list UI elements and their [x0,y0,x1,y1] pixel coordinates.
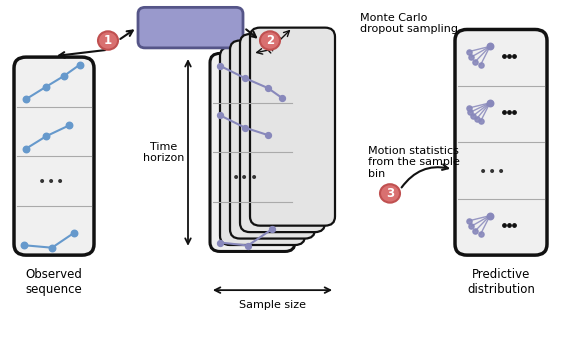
Text: 1: 1 [104,35,112,48]
Point [215,112,224,118]
FancyBboxPatch shape [14,57,94,255]
Point [485,100,495,106]
Point [464,105,473,111]
Text: •: • [231,171,240,185]
Point [468,113,478,119]
Point [21,96,30,102]
Text: Monte Carlo
dropout sampling: Monte Carlo dropout sampling [360,13,458,35]
Point [471,228,480,233]
Point [466,109,475,115]
Point [215,240,224,245]
Point [263,132,272,138]
Text: Sample size: Sample size [239,300,306,310]
Point [485,213,495,218]
FancyBboxPatch shape [210,54,295,251]
Point [263,85,272,91]
FancyBboxPatch shape [220,47,305,245]
Point [464,49,473,55]
Text: •: • [47,175,55,189]
Point [509,109,519,115]
Point [485,44,495,49]
Point [240,75,250,81]
Point [59,73,69,79]
Circle shape [380,184,400,203]
Point [240,125,250,131]
Circle shape [98,31,118,50]
Point [41,84,50,90]
Text: Prediction
model: Prediction model [156,14,224,43]
Text: 3: 3 [386,187,394,201]
Point [499,222,509,228]
Point [19,243,29,248]
Text: •: • [56,175,64,189]
Point [41,133,50,139]
Point [505,53,514,58]
Point [476,62,485,68]
Point [64,122,74,128]
Point [215,63,224,69]
Point [466,54,476,60]
Point [277,95,287,101]
Text: Time
horizon: Time horizon [142,142,184,163]
Point [476,118,485,124]
FancyBboxPatch shape [240,34,325,232]
Point [243,243,253,248]
Point [76,62,85,67]
FancyBboxPatch shape [455,29,547,255]
Point [509,53,519,58]
Point [499,53,509,58]
Circle shape [260,31,280,50]
Text: •: • [479,164,487,178]
Text: •: • [496,164,505,178]
Text: Motion statistics
from the sample
bin: Motion statistics from the sample bin [368,146,460,179]
Point [471,59,480,64]
Point [509,222,519,228]
Point [21,146,30,152]
Point [47,245,57,251]
Point [267,226,277,232]
Text: •: • [488,164,496,178]
Text: •: • [250,171,258,185]
Point [505,222,514,228]
Point [69,230,79,236]
FancyBboxPatch shape [230,41,315,239]
Point [466,224,476,229]
Text: •: • [240,171,248,185]
Point [476,231,485,237]
Point [464,218,473,224]
Text: Observed
sequence: Observed sequence [26,268,83,296]
Text: Predictive
distribution: Predictive distribution [467,268,535,296]
Point [505,109,514,115]
Point [499,109,509,115]
FancyBboxPatch shape [250,28,335,226]
FancyBboxPatch shape [138,7,243,48]
Text: •: • [38,175,46,189]
Point [472,116,481,122]
Text: 2: 2 [266,35,274,48]
